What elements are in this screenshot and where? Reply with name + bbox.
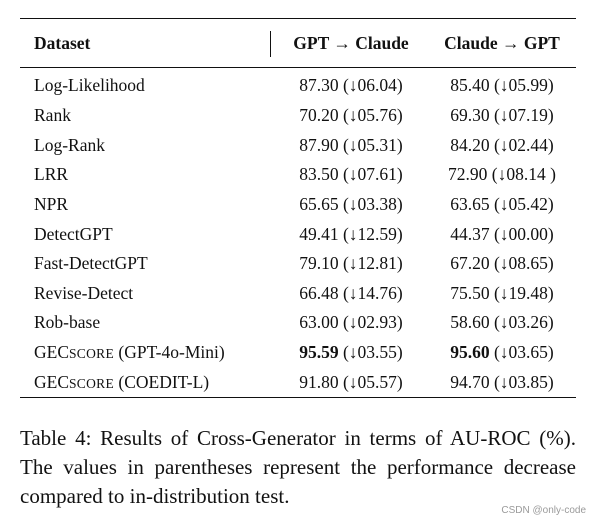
table-row: NPR 65.65 (↓03.38) 63.65 (↓05.42) [20, 194, 576, 224]
table-row: Fast-DetectGPT 79.10 (↓12.81) 67.20 (↓08… [20, 253, 576, 283]
best-value: 95.60 [450, 342, 490, 362]
table-row: Log-Likelihood 87.30 (↓06.04) 85.40 (↓05… [20, 75, 576, 105]
table-header-rule [20, 67, 576, 68]
header-dataset: Dataset [34, 33, 91, 53]
cell-dataset: Rob-base [34, 312, 101, 332]
dataset-prefix: GEC [34, 342, 69, 362]
cell-gpt-to-claude: 95.59 (↓03.55) [282, 342, 420, 363]
cell-claude-to-gpt: 63.65 (↓05.42) [450, 194, 554, 214]
dataset-suffix: (COEDIT-L) [114, 372, 210, 392]
watermark: CSDN @only-code [501, 505, 586, 516]
table-body: Log-Likelihood 87.30 (↓06.04) 85.40 (↓05… [20, 68, 576, 398]
cell-claude-to-gpt: 72.90 (↓08.14 ) [448, 164, 556, 184]
cell-gpt-to-claude: 70.20 (↓05.76) [299, 105, 403, 125]
cell-claude-to-gpt: 94.70 (↓03.85) [450, 372, 554, 392]
header-claude-to-gpt: Claude → GPT [444, 33, 560, 53]
cell-gpt-to-claude: 66.48 (↓14.76) [299, 283, 403, 303]
cell-dataset: Log-Likelihood [34, 75, 145, 95]
cell-claude-to-gpt: 84.20 (↓02.44) [450, 135, 554, 155]
table-row: Rob-base 63.00 (↓02.93) 58.60 (↓03.26) [20, 312, 576, 342]
cell-claude-to-gpt: 67.20 (↓08.65) [450, 253, 554, 273]
header-divider [270, 31, 271, 57]
table-row: DetectGPT 49.41 (↓12.59) 44.37 (↓00.00) [20, 224, 576, 254]
cell-claude-to-gpt: 95.60 (↓03.65) [428, 342, 576, 363]
cell-gpt-to-claude: 87.90 (↓05.31) [299, 135, 403, 155]
dataset-suffix: (GPT-4o-Mini) [114, 342, 225, 362]
cell-gpt-to-claude: 79.10 (↓12.81) [299, 253, 403, 273]
cell-gpt-to-claude: 49.41 (↓12.59) [299, 224, 403, 244]
results-table: Dataset GPT → Claude Claude → GPT Log-Li… [20, 18, 576, 398]
header-gpt-to-claude: GPT → Claude [293, 33, 409, 53]
table-top-rule [20, 18, 576, 19]
table-row: Log-Rank 87.90 (↓05.31) 84.20 (↓02.44) [20, 135, 576, 165]
table-header: Dataset GPT → Claude Claude → GPT [20, 19, 576, 67]
cell-dataset: LRR [34, 164, 69, 184]
cell-claude-to-gpt: 85.40 (↓05.99) [450, 75, 554, 95]
cell-claude-to-gpt: 69.30 (↓07.19) [450, 105, 554, 125]
cell-dataset: NPR [34, 194, 69, 214]
cell-dataset: GECSCORE (COEDIT-L) [34, 372, 209, 393]
table-row: Rank 70.20 (↓05.76) 69.30 (↓07.19) [20, 105, 576, 135]
cell-dataset: DetectGPT [34, 224, 113, 244]
decrease-value: (↓03.65) [489, 342, 554, 362]
cell-dataset: GECSCORE (GPT-4o-Mini) [34, 342, 225, 363]
cell-gpt-to-claude: 63.00 (↓02.93) [299, 312, 403, 332]
table-row: GECSCORE (GPT-4o-Mini) 95.59 (↓03.55) 95… [20, 342, 576, 372]
table-caption: Table 4: Results of Cross-Generator in t… [20, 426, 576, 508]
cell-gpt-to-claude: 83.50 (↓07.61) [299, 164, 403, 184]
table-row: LRR 83.50 (↓07.61) 72.90 (↓08.14 ) [20, 164, 576, 194]
cell-claude-to-gpt: 44.37 (↓00.00) [450, 224, 554, 244]
dataset-prefix: GEC [34, 372, 69, 392]
table-row: GECSCORE (COEDIT-L) 91.80 (↓05.57) 94.70… [20, 372, 576, 402]
cell-claude-to-gpt: 75.50 (↓19.48) [450, 283, 554, 303]
dataset-smallcaps: SCORE [69, 346, 115, 361]
cell-gpt-to-claude: 91.80 (↓05.57) [299, 372, 403, 392]
cell-dataset: Log-Rank [34, 135, 105, 155]
cell-gpt-to-claude: 87.30 (↓06.04) [299, 75, 403, 95]
cell-dataset: Fast-DetectGPT [34, 253, 148, 273]
cell-dataset: Revise-Detect [34, 283, 134, 303]
cell-claude-to-gpt: 58.60 (↓03.26) [450, 312, 554, 332]
decrease-value: (↓03.55) [338, 342, 403, 362]
cell-gpt-to-claude: 65.65 (↓03.38) [299, 194, 403, 214]
table-bottom-rule [20, 397, 576, 398]
dataset-smallcaps: SCORE [69, 376, 115, 391]
table-row: Revise-Detect 66.48 (↓14.76) 75.50 (↓19.… [20, 283, 576, 313]
best-value: 95.59 [299, 342, 339, 362]
cell-dataset: Rank [34, 105, 71, 125]
